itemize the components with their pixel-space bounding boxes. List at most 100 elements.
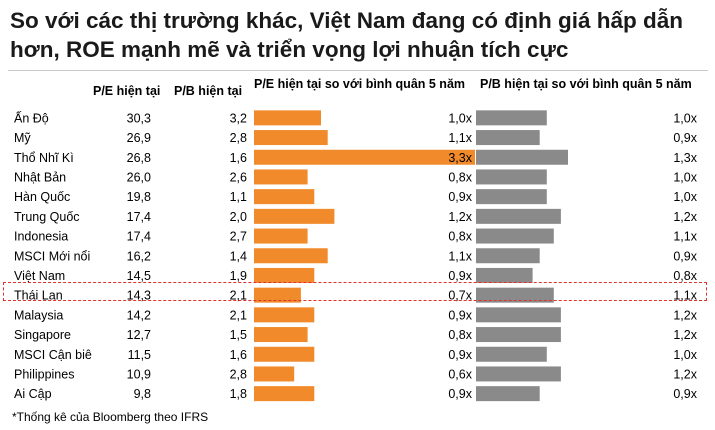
pe-vs-avg-column-header: P/E hiện tại so với bình quân 5 năm [254, 77, 466, 91]
pb-vs-avg-bar [476, 110, 547, 126]
market-label: Mỹ [14, 131, 31, 145]
pe-vs-avg-label: 0,9x [448, 269, 472, 283]
pe-value: 26,0 [127, 170, 151, 184]
pe-vs-avg-bar [254, 169, 308, 185]
pe-vs-avg-label: 1,1x [448, 131, 472, 145]
market-label: Hàn Quốc [14, 190, 70, 204]
pb-vs-avg-bar [476, 346, 547, 362]
pb-value: 1,9 [230, 269, 247, 283]
pb-value: 1,1 [230, 190, 247, 204]
pb-vs-avg-column-header: P/B hiện tại so với bình quân 5 năm [480, 77, 692, 91]
pe-vs-avg-label: 0,9x [448, 308, 472, 322]
market-label: Thái Lan [14, 289, 63, 303]
market-label: Ai Cập [14, 387, 52, 401]
pe-vs-avg-bar [254, 208, 335, 224]
market-label: MSCI Mới nổi [14, 249, 90, 263]
market-label: Singapore [14, 328, 71, 342]
pe-vs-avg-label: 0,8x [448, 328, 472, 342]
pe-vs-avg-bar [254, 307, 315, 323]
market-label: Nhật Bản [14, 170, 66, 184]
pb-value: 1,5 [230, 328, 247, 342]
pb-vs-avg-bar [476, 307, 561, 323]
pb-vs-avg-bar [476, 248, 540, 264]
market-label: Trung Quốc [14, 210, 80, 224]
pb-value: 1,6 [230, 348, 247, 362]
market-label: Indonesia [14, 230, 68, 244]
pe-vs-avg-label: 0,8x [448, 170, 472, 184]
pe-vs-avg-label: 0,7x [448, 289, 472, 303]
pe-value: 30,3 [127, 111, 151, 125]
pe-vs-avg-label: 0,8x [448, 230, 472, 244]
chart-title: So với các thị trường khác, Việt Nam đan… [10, 8, 683, 62]
pb-value: 1,4 [230, 249, 247, 263]
pe-value: 17,4 [127, 230, 151, 244]
pe-vs-avg-bar [254, 267, 315, 283]
pe-value: 14,2 [127, 308, 151, 322]
pe-vs-avg-label: 1,2x [448, 210, 472, 224]
pb-vs-avg-bar [476, 386, 540, 402]
pb-vs-avg-bar [476, 366, 561, 382]
footnote: *Thống kê của Bloomberg theo IFRS [12, 410, 209, 424]
pe-vs-avg-bar [254, 346, 315, 362]
pb-vs-avg-label: 1,3x [673, 151, 697, 165]
pe-vs-avg-label: 3,3x [448, 151, 472, 165]
pb-vs-avg-label: 1,1x [673, 289, 697, 303]
pb-value: 1,8 [230, 387, 247, 401]
pb-value: 2,8 [230, 367, 247, 381]
pb-vs-avg-bar [476, 189, 547, 205]
pb-column-header: P/B hiện tại [174, 84, 243, 98]
pe-vs-avg-bar [254, 287, 301, 303]
pe-vs-avg-bar [254, 386, 315, 402]
pb-vs-avg-bar [476, 130, 540, 146]
pe-vs-avg-label: 1,1x [448, 249, 472, 263]
pe-vs-avg-label: 0,6x [448, 367, 472, 381]
market-label: Việt Nam [14, 269, 65, 283]
market-label: Philippines [14, 367, 74, 381]
pe-vs-avg-label: 0,9x [448, 348, 472, 362]
pe-vs-avg-label: 0,9x [448, 190, 472, 204]
pe-vs-avg-bar [254, 248, 328, 264]
pb-vs-avg-bar [476, 228, 554, 244]
pb-vs-avg-label: 1,0x [673, 190, 697, 204]
pe-value: 16,2 [127, 249, 151, 263]
market-label: Thổ Nhĩ Kì [14, 151, 74, 165]
pb-value: 2,6 [230, 170, 247, 184]
pb-vs-avg-bar [476, 149, 568, 165]
title-divider [8, 70, 708, 71]
pb-vs-avg-bar [476, 169, 547, 185]
pe-value: 12,7 [127, 328, 151, 342]
pb-vs-avg-bar [476, 327, 561, 343]
pb-vs-avg-label: 0,9x [673, 131, 697, 145]
pb-value: 2,8 [230, 131, 247, 145]
pb-vs-avg-label: 0,9x [673, 387, 697, 401]
pe-vs-avg-bar [254, 130, 328, 146]
pe-value: 17,4 [127, 210, 151, 224]
pe-value: 9,8 [134, 387, 151, 401]
pe-vs-avg-bar [254, 366, 295, 382]
pb-vs-avg-label: 1,2x [673, 210, 697, 224]
pe-column-header: P/E hiện tại [93, 84, 161, 98]
pb-vs-avg-label: 1,0x [673, 170, 697, 184]
pb-vs-avg-label: 1,0x [673, 348, 697, 362]
pe-value: 14,3 [127, 289, 151, 303]
pb-vs-avg-label: 1,2x [673, 308, 697, 322]
pe-vs-avg-bar [254, 149, 475, 165]
pb-vs-avg-bar [476, 208, 561, 224]
pe-value: 10,9 [127, 367, 151, 381]
pb-vs-avg-bar [476, 267, 533, 283]
pb-vs-avg-label: 0,9x [673, 249, 697, 263]
pe-vs-avg-label: 1,0x [448, 111, 472, 125]
pb-vs-avg-label: 0,8x [673, 269, 697, 283]
pe-vs-avg-bar [254, 189, 315, 205]
pe-vs-avg-bar [254, 327, 308, 343]
pe-vs-avg-bar [254, 228, 308, 244]
pb-value: 3,2 [230, 111, 247, 125]
pe-value: 14,5 [127, 269, 151, 283]
pe-value: 19,8 [127, 190, 151, 204]
pe-value: 26,9 [127, 131, 151, 145]
market-label: MSCI Cận biê [14, 348, 92, 362]
pb-vs-avg-label: 1,0x [673, 111, 697, 125]
highlight-box [3, 282, 707, 301]
pb-value: 2,7 [230, 230, 247, 244]
